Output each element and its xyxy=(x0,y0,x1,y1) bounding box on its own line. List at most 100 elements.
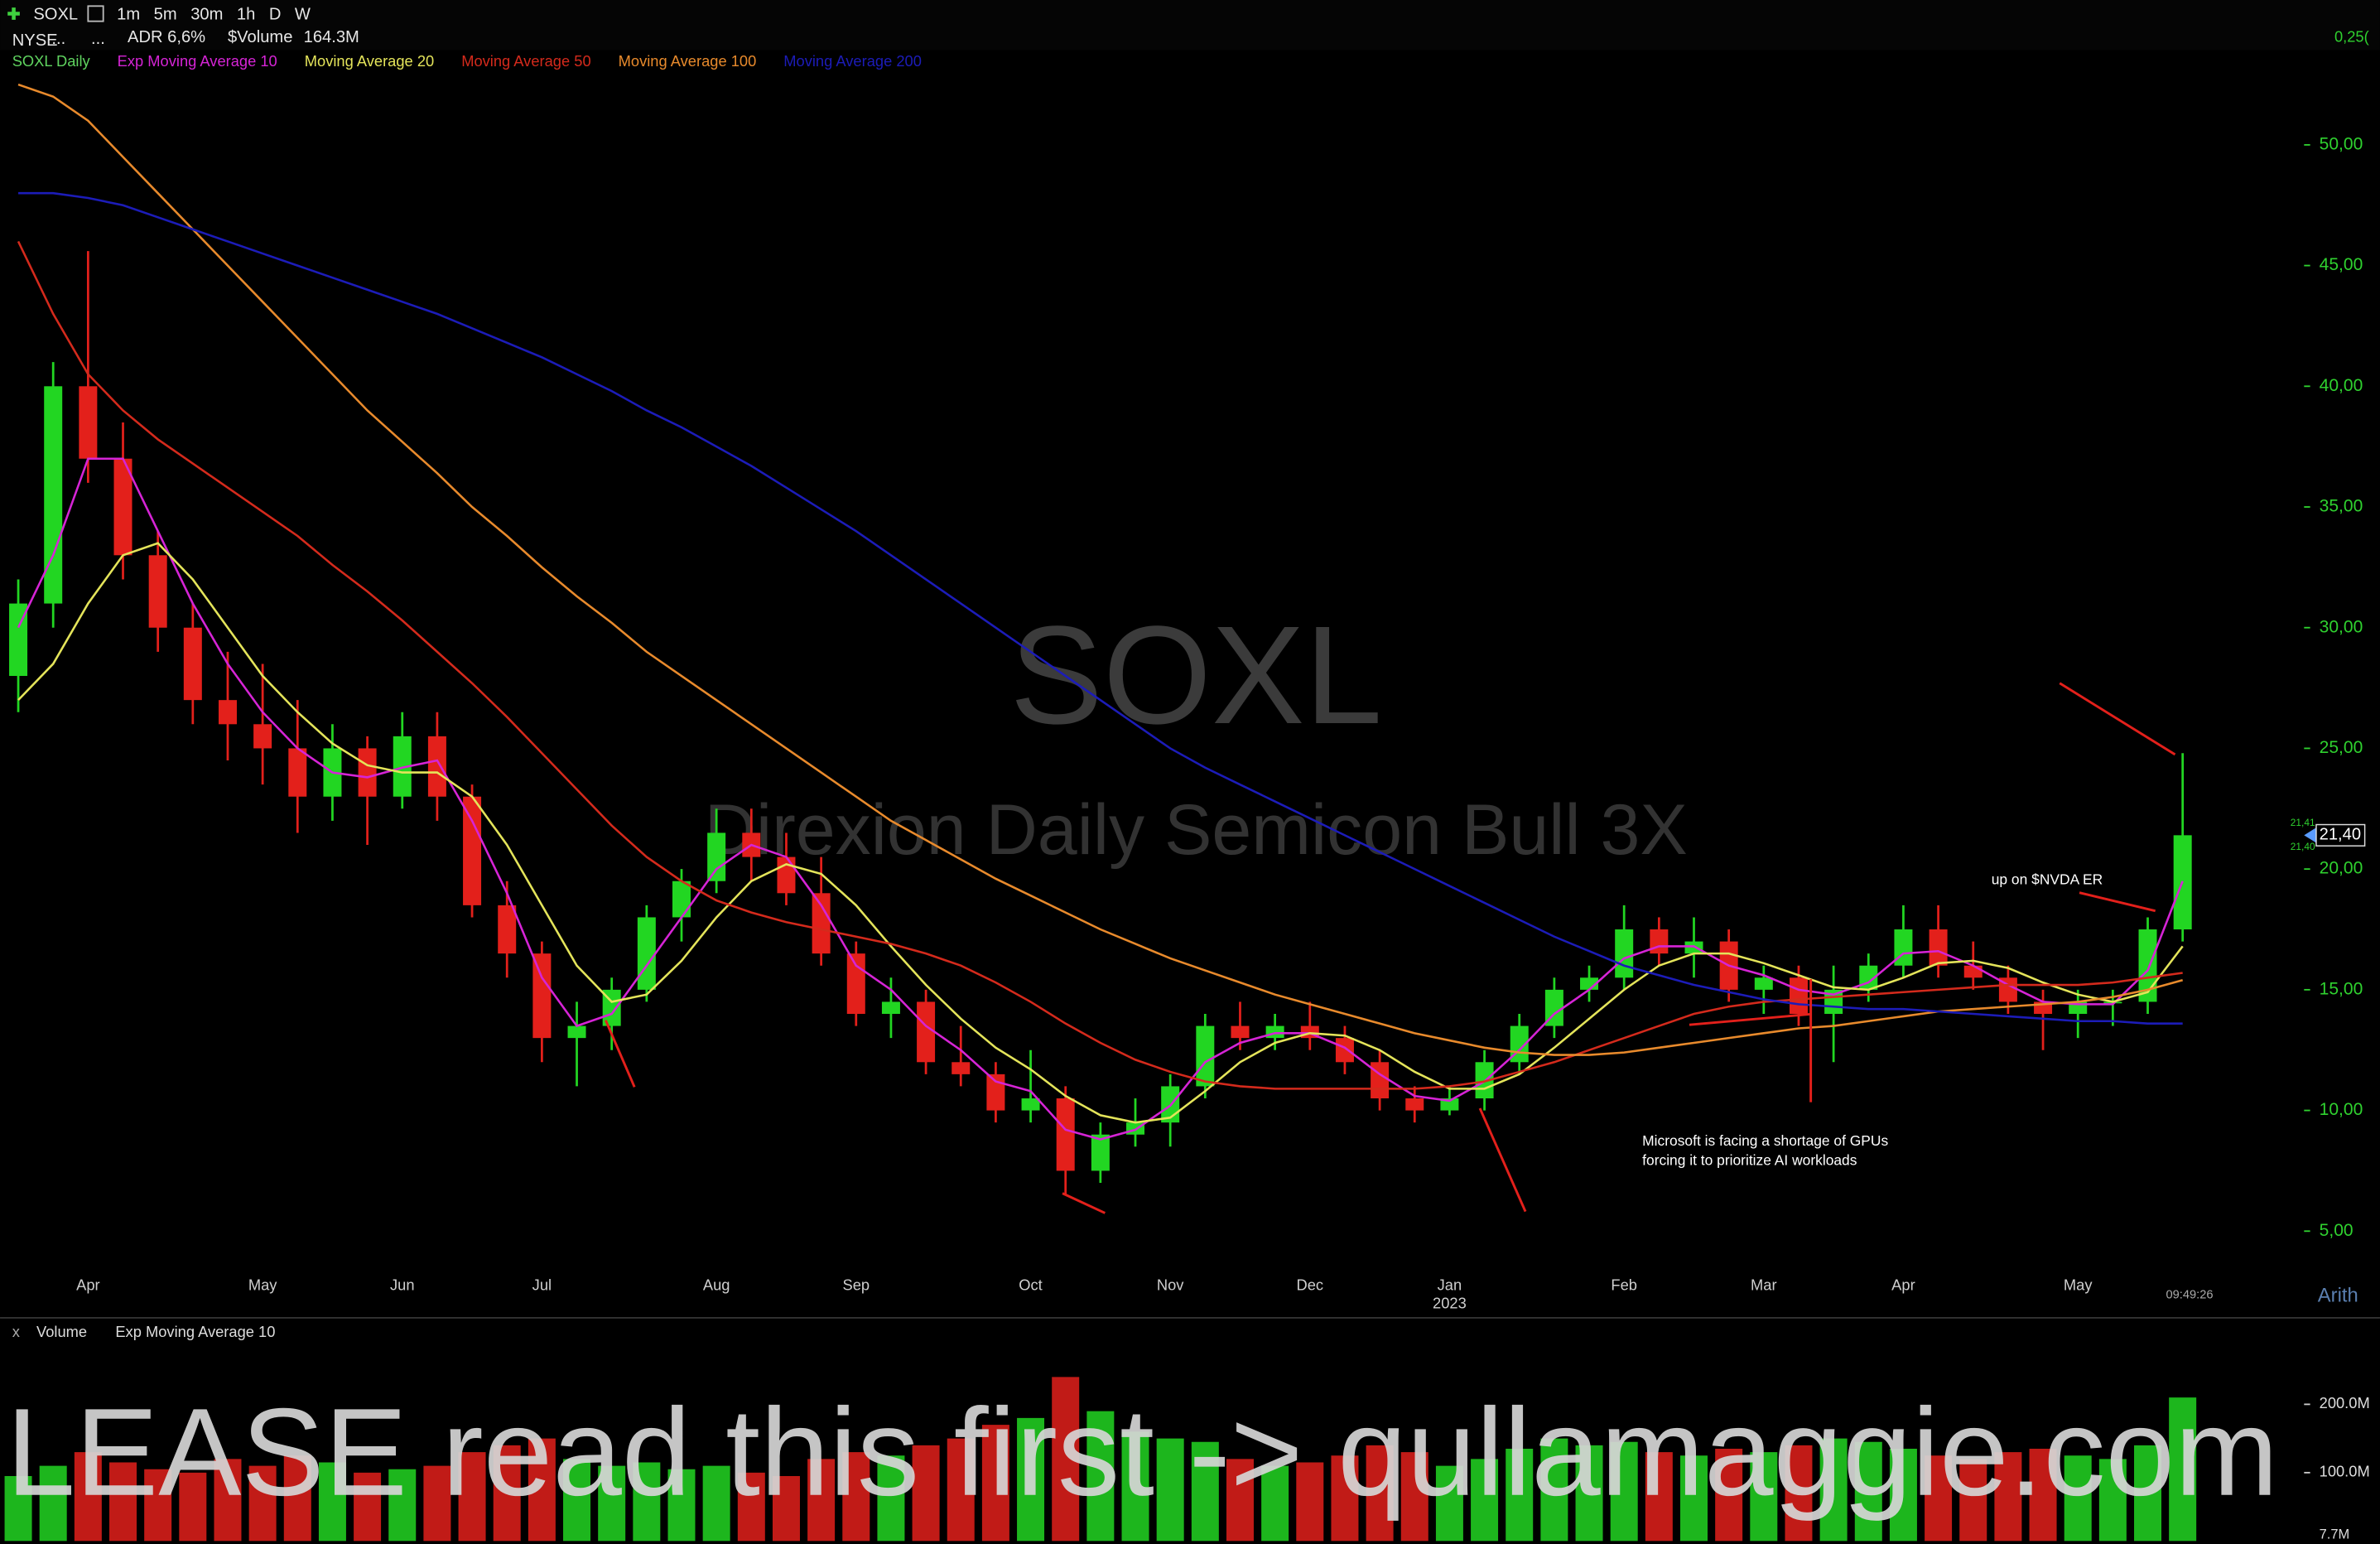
arrow-line xyxy=(1062,1192,1106,1214)
candle-body xyxy=(1371,1062,1390,1099)
volume-bar xyxy=(388,1469,417,1542)
clock: 09:49:26 xyxy=(2166,1288,2214,1301)
candle-body xyxy=(427,736,446,797)
volume-bar xyxy=(4,1475,32,1542)
legend-item[interactable]: Moving Average 100 xyxy=(619,52,757,70)
volume-bar xyxy=(1645,1452,1673,1542)
x-tick-label: Jun xyxy=(390,1276,415,1293)
candle-body xyxy=(1544,989,1563,1026)
candle-body xyxy=(1405,1098,1424,1111)
price-tag-label: 21,40 xyxy=(2320,826,2361,844)
volume-bar xyxy=(1959,1459,1987,1542)
volume-bar xyxy=(458,1452,486,1542)
volume-bar xyxy=(74,1452,102,1542)
x-tick-label: Dec xyxy=(1297,1276,1324,1293)
volume-bar xyxy=(1331,1455,1359,1542)
interval[interactable]: D xyxy=(269,6,282,24)
candle-body xyxy=(1196,1025,1215,1087)
volume-bar xyxy=(1994,1452,2022,1542)
x-tick-label: May xyxy=(248,1276,277,1293)
volume-bar xyxy=(1296,1462,1324,1542)
volume-bar xyxy=(1017,1417,1045,1542)
volume-panel: 100.0M 200.0M 7.7M xyxy=(4,1377,2370,1542)
volume-bar xyxy=(144,1469,172,1542)
adr: ADR 6,6% xyxy=(128,28,205,46)
volume-bar xyxy=(563,1459,591,1542)
candle-body xyxy=(498,905,517,954)
interval[interactable]: 5m xyxy=(154,6,177,24)
candle-body xyxy=(1335,1038,1354,1063)
interval[interactable]: 1m xyxy=(117,6,140,24)
volume-bar xyxy=(1819,1438,1848,1542)
y-tick-label: 50,00 xyxy=(2320,134,2363,153)
y-tick-label: 40,00 xyxy=(2320,376,2363,395)
candle-body xyxy=(881,1001,900,1015)
moving-average-line xyxy=(17,542,2184,1124)
add-icon[interactable] xyxy=(7,7,20,20)
volume-bar xyxy=(283,1455,311,1542)
legend-item[interactable]: Moving Average 200 xyxy=(783,52,922,70)
legend-item[interactable]: Moving Average 50 xyxy=(461,52,590,70)
candle-body xyxy=(9,603,28,677)
volume-bar xyxy=(1680,1455,1708,1542)
volume-bar xyxy=(1261,1465,1289,1542)
volume-bar xyxy=(1889,1448,1917,1542)
dollar-volume-value: 164.3M xyxy=(304,28,359,46)
legend-item[interactable]: SOXL Daily xyxy=(12,52,91,70)
moving-average-line xyxy=(17,457,2184,1141)
moving-average-line xyxy=(17,240,2183,1090)
moving-average-line xyxy=(17,83,2184,1056)
legend-item[interactable]: Exp Moving Average 10 xyxy=(118,52,277,70)
interval[interactable]: 30m xyxy=(190,6,223,24)
volume-bar xyxy=(2064,1455,2092,1542)
candle-body xyxy=(1963,965,1983,978)
arrow-line xyxy=(2079,891,2156,913)
interval[interactable]: 1h xyxy=(237,6,255,24)
volume-bar xyxy=(1785,1445,1813,1542)
interval[interactable]: W xyxy=(295,6,311,24)
y-tick-label: 5,00 xyxy=(2320,1221,2354,1240)
candle-body xyxy=(1754,977,1773,990)
x-tick-label: Aug xyxy=(703,1276,730,1293)
annotation: forcing it to prioritize AI workloads xyxy=(1642,1152,1857,1169)
volume-bar xyxy=(1086,1411,1115,1542)
candle-body xyxy=(1265,1025,1284,1039)
more[interactable]: ... xyxy=(91,30,105,48)
more[interactable]: ... xyxy=(51,30,65,48)
candle-body xyxy=(1021,1098,1040,1111)
volume-bar xyxy=(1610,1441,1638,1542)
volume-bar xyxy=(528,1438,556,1542)
y-tick-label: 30,00 xyxy=(2320,617,2363,636)
arrow-line xyxy=(605,1020,636,1088)
candle-body xyxy=(1789,977,1808,1015)
candle-body xyxy=(463,796,482,905)
close-volume[interactable]: x xyxy=(12,1323,20,1340)
x-tick-label: Jul xyxy=(532,1276,552,1293)
scale-mode[interactable]: Arith xyxy=(2318,1285,2358,1307)
volume-bar xyxy=(807,1459,836,1542)
y-tick-label: 15,00 xyxy=(2320,979,2363,998)
volume-bar xyxy=(1506,1448,1534,1542)
symbol[interactable]: SOXL xyxy=(33,6,78,24)
watermark-description: Direxion Daily Semicon Bull 3X xyxy=(705,790,1688,870)
candle-body xyxy=(183,627,202,701)
volume-bar xyxy=(179,1472,207,1542)
candle-body xyxy=(2138,929,2157,1002)
x-tick-label: Apr xyxy=(1891,1276,1915,1293)
watermark: SOXL Direxion Daily Semicon Bull 3X xyxy=(705,596,1688,870)
x-tick-label: Apr xyxy=(76,1276,100,1293)
volume-bar xyxy=(1750,1452,1778,1542)
list-icon[interactable] xyxy=(87,5,104,22)
candle-body xyxy=(952,1062,971,1074)
volume-bar xyxy=(598,1465,626,1542)
volume-legend: Volume xyxy=(36,1323,87,1340)
candle-body xyxy=(393,736,412,797)
legend-item[interactable]: Moving Average 20 xyxy=(305,52,434,70)
volume-bar xyxy=(1121,1431,1149,1542)
candle-body xyxy=(1440,1098,1459,1111)
annotation: up on $NVDA ER xyxy=(1992,871,2103,888)
candle-body xyxy=(602,989,621,1026)
volume-current-label: 7.7M xyxy=(2320,1527,2350,1542)
